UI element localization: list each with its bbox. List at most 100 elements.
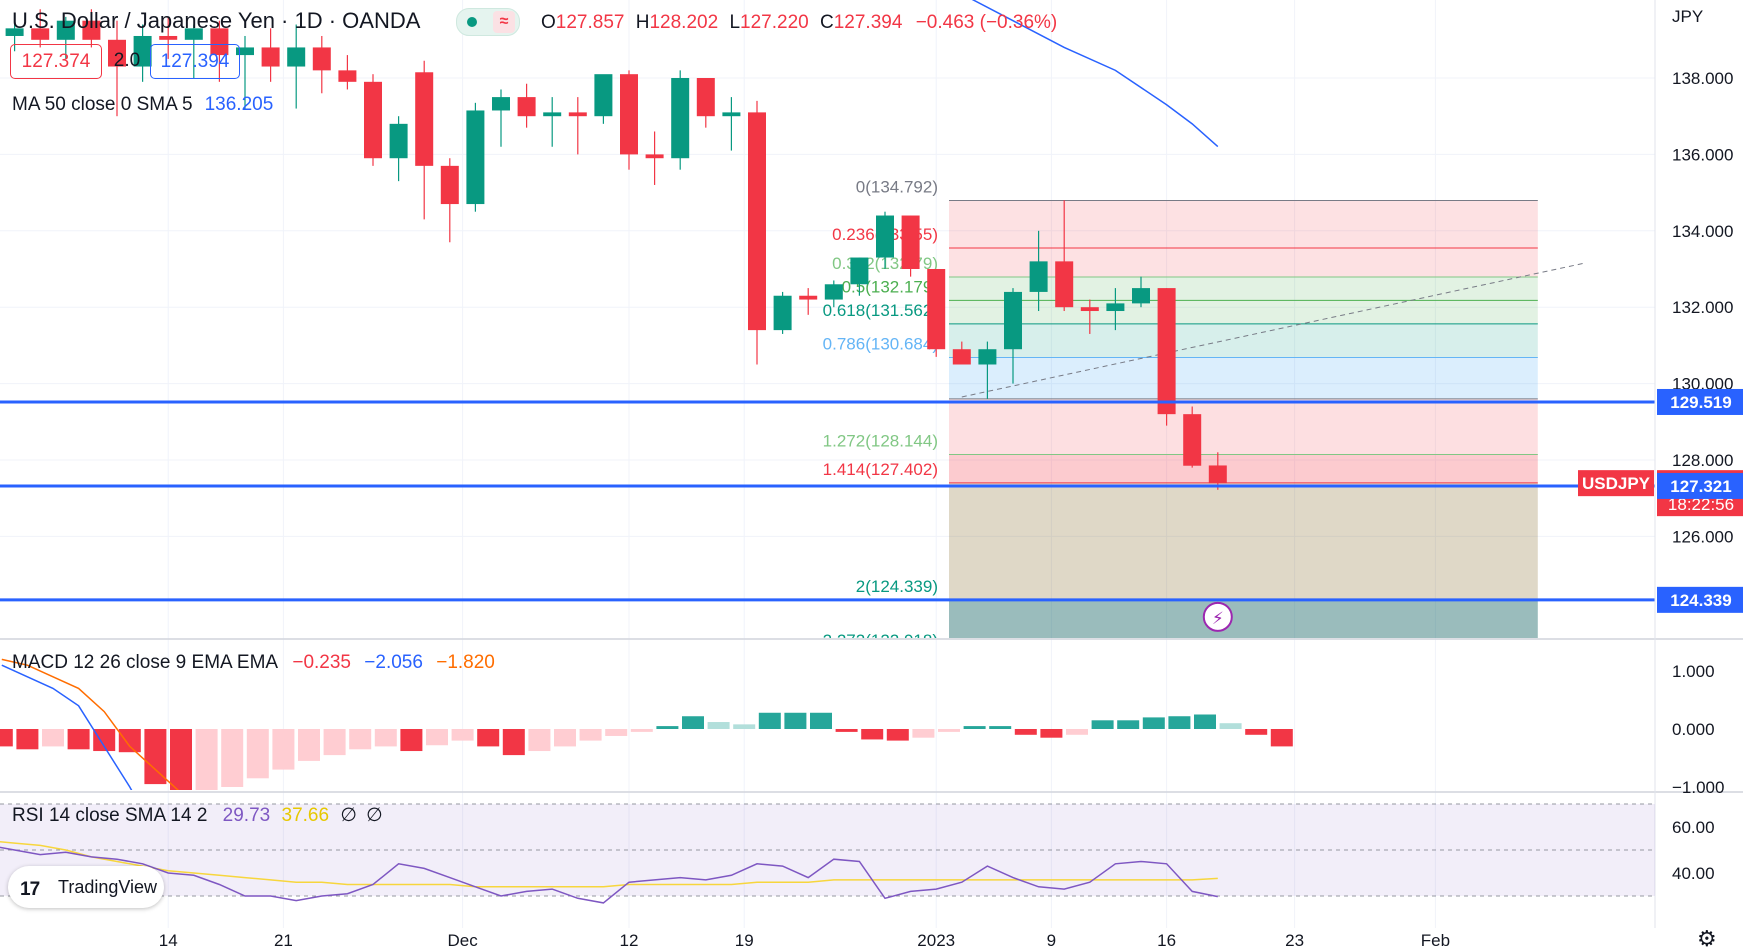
macd-signal-line: [1, 658, 180, 790]
macd-histogram-bar: [938, 729, 960, 732]
macd-histogram-bar: [426, 729, 448, 746]
macd-histogram-bar: [195, 729, 218, 790]
macd-histogram-bar: [170, 729, 192, 790]
candle-body: [748, 112, 766, 331]
settings-gear-icon[interactable]: ⚙: [1697, 926, 1717, 951]
ohlc-change: −0.463 (−0.36%): [915, 12, 1058, 33]
price-axis-label-text: 129.519: [1670, 393, 1731, 412]
fib-trend-line: [961, 262, 1584, 398]
price-tick-label: 130.000: [1672, 375, 1733, 394]
macd-histogram-bar: [1219, 723, 1242, 729]
time-tick-label: 14: [159, 931, 178, 948]
candle-body: [312, 47, 331, 71]
macd-histogram-bar: [1270, 729, 1293, 747]
candle-body: [901, 215, 920, 269]
time-tick-label: Feb: [1421, 931, 1450, 948]
symbol-tag: [1578, 470, 1654, 497]
macd-histogram-bar: [502, 729, 525, 756]
price-tick-label: 134.000: [1672, 222, 1733, 241]
ohlc-high: H128.202: [635, 12, 719, 33]
candle-body: [133, 35, 152, 67]
macd-histogram-bar: [989, 726, 1012, 729]
macd-histogram-bar: [1040, 729, 1063, 738]
fib-level-label: 0.618(131.562): [823, 301, 938, 320]
macd-histogram-bar: [682, 716, 704, 729]
macd-histogram-bar: [605, 729, 628, 736]
candle-body: [108, 39, 126, 67]
candle-body: [799, 295, 818, 300]
macd-histogram-bar: [630, 729, 653, 732]
ohlc-close: C127.394: [820, 12, 903, 33]
macd-histogram-bar: [477, 729, 500, 747]
fib-zone: [949, 599, 1538, 638]
price-axis-label-text: 124.339: [1670, 591, 1731, 610]
candle-body: [1080, 307, 1099, 312]
macd-histogram-bar: [272, 729, 295, 770]
rsi-legend-label: RSI 14 close SMA 14 2: [12, 805, 208, 826]
rsi-tick-label: 60.00: [1672, 818, 1715, 837]
lightning-glyph: ⚡: [1212, 609, 1224, 628]
price-axis-label-text: 127.321: [1670, 477, 1731, 496]
candle-body: [415, 72, 434, 166]
candle-body: [1055, 261, 1074, 308]
price-tick-label: 128.000: [1672, 451, 1733, 470]
candle-body: [773, 295, 792, 331]
time-tick-label: 23: [1285, 931, 1304, 948]
macd-histogram-bar: [42, 729, 64, 747]
fib-level-label: 1.272(128.144): [823, 431, 938, 450]
tradingview-logo-icon: 17: [20, 879, 40, 900]
macd-histogram-bar: [733, 724, 756, 729]
candle-body: [876, 215, 894, 258]
candle-body: [952, 349, 971, 365]
fib-zone: [949, 200, 1538, 248]
ma-legend-value: 136.205: [204, 94, 274, 115]
price-axis-label: [1657, 388, 1743, 415]
candle-body: [210, 28, 229, 56]
market-open-dot-icon: [467, 17, 477, 27]
ma-legend-label: MA 50 close 0 SMA 5: [12, 94, 193, 115]
macd-histogram-bar: [93, 729, 116, 752]
candle-body: [543, 112, 562, 117]
fib-level-label: 2.272(122.918): [823, 631, 938, 650]
currency-label: JPY: [1672, 7, 1703, 26]
candle-body: [466, 110, 485, 205]
buy-price-button[interactable]: 127.394: [150, 44, 240, 79]
time-tick-label: 2023: [917, 931, 955, 948]
rsi-ma-value: 37.66: [281, 805, 330, 826]
candle-body: [287, 47, 306, 67]
rsi-value: 29.73: [222, 805, 271, 826]
macd-histogram-bar: [1066, 729, 1088, 735]
candle-body: [440, 165, 459, 205]
tradingview-badge[interactable]: 17 TradingView: [8, 866, 164, 908]
macd-legend[interactable]: MACD 12 26 close 9 EMA EMA −0.235 −2.056…: [12, 652, 495, 674]
candle-body: [927, 269, 946, 350]
macd-histogram-bar: [912, 729, 935, 738]
ma-legend[interactable]: MA 50 close 0 SMA 5 136.205: [12, 94, 273, 116]
candle-body: [671, 78, 690, 159]
candle-body: [645, 154, 664, 159]
candle-body: [850, 257, 869, 285]
macd-histogram-bar: [963, 726, 986, 729]
candle-body: [31, 28, 50, 40]
sell-price-button[interactable]: 127.374: [10, 44, 102, 79]
fib-level-label: 2(124.339): [856, 577, 938, 596]
market-status-pill[interactable]: ≈: [456, 8, 520, 36]
main-pane: 0(134.792)0.236(133.55)0.382(132.79)0.5(…: [0, 0, 1655, 650]
candle-body: [722, 112, 741, 117]
macd-histogram-bar: [16, 729, 39, 750]
macd-histogram-bar: [579, 729, 602, 741]
macd-histogram-bar: [554, 729, 576, 747]
countdown-label: 18:22:56: [1668, 495, 1734, 514]
macd-tick-label: −1.000: [1672, 778, 1724, 797]
candle-body: [1208, 465, 1227, 484]
price-tick-label: 138.000: [1672, 69, 1733, 88]
macd-histogram-bar: [861, 729, 884, 740]
candle-body: [261, 47, 280, 67]
macd-histogram-bar: [349, 729, 372, 750]
fib-level-label: 0(134.792): [856, 178, 938, 197]
ohlc-low: L127.220: [729, 12, 809, 33]
macd-legend-label: MACD 12 26 close 9 EMA EMA: [12, 652, 278, 673]
time-tick-label: 12: [620, 931, 639, 948]
rsi-legend[interactable]: RSI 14 close SMA 14 2 29.73 37.66 ∅ ∅: [12, 804, 383, 827]
